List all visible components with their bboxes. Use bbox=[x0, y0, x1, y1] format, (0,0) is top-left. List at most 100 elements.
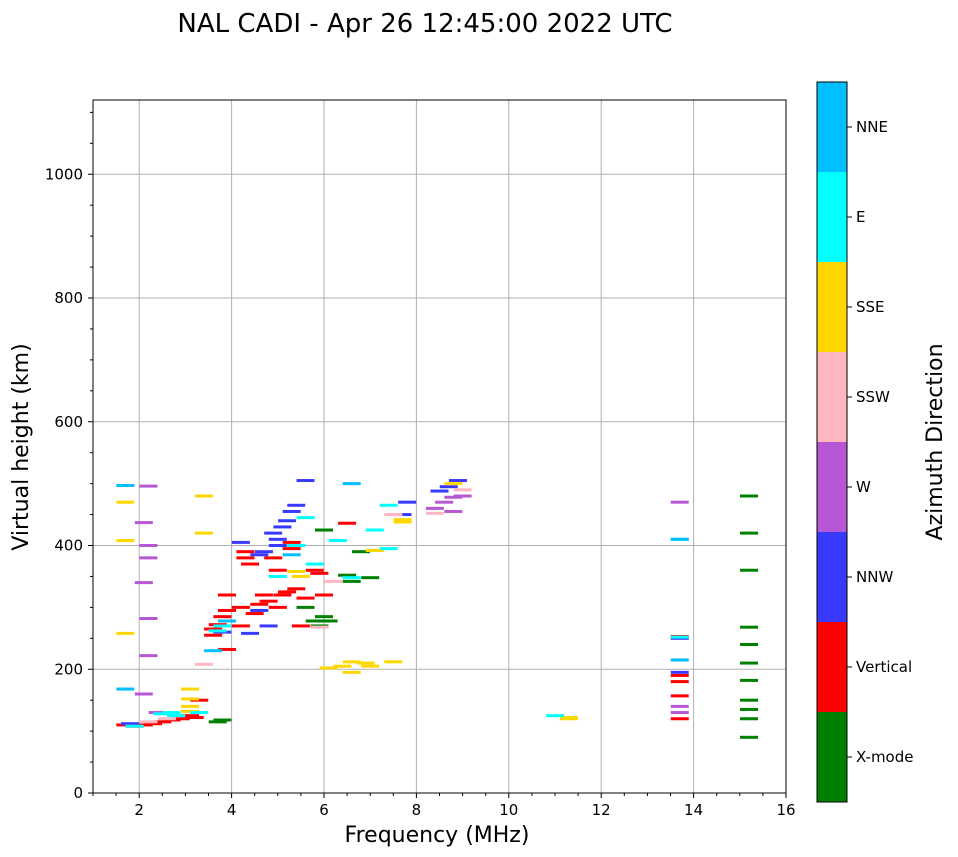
series-x-mode bbox=[208, 494, 759, 739]
data-point bbox=[740, 531, 759, 535]
data-point bbox=[217, 647, 236, 651]
data-point bbox=[157, 717, 176, 721]
y-tick-label: 800 bbox=[54, 289, 83, 307]
data-point bbox=[425, 506, 444, 510]
data-point bbox=[559, 717, 578, 721]
colorbar-label: NNE bbox=[856, 118, 888, 136]
data-point bbox=[439, 485, 458, 489]
data-point bbox=[268, 544, 287, 547]
data-point bbox=[296, 479, 315, 483]
data-point bbox=[231, 624, 250, 628]
data-point bbox=[287, 503, 306, 507]
data-point bbox=[740, 568, 759, 572]
data-point bbox=[153, 720, 172, 724]
plot-area: 2 4 6 8 10 12 14 16 0 200 400 600 800 1000 bbox=[45, 99, 796, 819]
data-point bbox=[393, 518, 412, 522]
data-point bbox=[305, 562, 324, 566]
data-point bbox=[116, 539, 135, 543]
data-point bbox=[282, 547, 301, 551]
data-point bbox=[670, 635, 689, 639]
data-point bbox=[453, 488, 472, 492]
data-point bbox=[670, 500, 689, 504]
data-point bbox=[342, 579, 361, 583]
data-point bbox=[217, 593, 236, 597]
colorbar-label: W bbox=[856, 478, 871, 496]
data-point bbox=[296, 516, 315, 520]
data-point bbox=[291, 624, 310, 628]
x-tick-label: 10 bbox=[499, 801, 518, 819]
colorbar-label: X-mode bbox=[856, 748, 913, 766]
x-tick-label: 8 bbox=[412, 801, 422, 819]
data-point bbox=[291, 574, 310, 578]
data-point bbox=[162, 711, 181, 715]
data-point bbox=[144, 722, 163, 726]
data-point bbox=[282, 540, 301, 544]
colorbar-label: Vertical bbox=[856, 658, 912, 676]
data-point bbox=[379, 547, 398, 551]
data-point bbox=[139, 484, 158, 488]
colorbar-segment bbox=[817, 442, 847, 532]
colorbar-label: E bbox=[856, 208, 865, 226]
data-point bbox=[241, 562, 260, 566]
data-point bbox=[217, 608, 236, 612]
y-tick-label: 0 bbox=[73, 784, 83, 802]
data-point bbox=[208, 720, 227, 724]
data-point bbox=[139, 544, 158, 547]
data-point bbox=[259, 599, 278, 603]
data-point bbox=[250, 608, 269, 612]
y-axis-label: Virtual height (km) bbox=[9, 343, 34, 550]
data-point bbox=[296, 596, 315, 600]
data-point bbox=[315, 528, 333, 532]
data-point bbox=[319, 666, 338, 670]
data-point bbox=[181, 697, 200, 701]
colorbar-segment bbox=[817, 532, 847, 622]
plot-background bbox=[93, 100, 786, 793]
data-point bbox=[361, 576, 380, 580]
data-point bbox=[365, 548, 384, 552]
colorbar-frame bbox=[816, 81, 848, 803]
data-point bbox=[139, 617, 158, 621]
data-point bbox=[268, 605, 287, 609]
data-point bbox=[208, 629, 227, 633]
data-point bbox=[139, 556, 158, 560]
data-point bbox=[181, 709, 200, 713]
colorbar-segment bbox=[817, 622, 847, 712]
data-point bbox=[268, 568, 287, 572]
series-e bbox=[125, 503, 689, 728]
data-point bbox=[384, 513, 403, 517]
y-tick-label: 400 bbox=[54, 537, 83, 555]
chart-title: NAL CADI - Apr 26 12:45:00 2022 UTC bbox=[177, 9, 672, 39]
data-point bbox=[134, 692, 153, 696]
data-point bbox=[379, 503, 398, 507]
data-point bbox=[444, 509, 463, 513]
y-tick-label: 200 bbox=[54, 660, 83, 678]
data-point bbox=[125, 724, 144, 728]
data-point bbox=[448, 479, 467, 483]
data-point bbox=[231, 540, 250, 544]
x-tick-label: 12 bbox=[592, 801, 611, 819]
colorbar-label: SSE bbox=[856, 298, 885, 316]
data-point bbox=[264, 556, 283, 560]
data-point bbox=[282, 509, 301, 513]
data-point bbox=[310, 571, 329, 575]
data-point bbox=[194, 662, 213, 666]
data-point bbox=[213, 718, 232, 722]
colorbar-label: NNW bbox=[856, 568, 893, 586]
data-point bbox=[254, 593, 273, 597]
x-axis-label: Frequency (MHz) bbox=[345, 823, 530, 848]
data-point bbox=[181, 714, 200, 718]
data-point bbox=[356, 661, 375, 665]
data-point bbox=[213, 624, 232, 628]
data-point bbox=[194, 531, 213, 535]
data-point bbox=[259, 624, 278, 628]
data-point bbox=[453, 494, 472, 498]
data-point bbox=[134, 521, 153, 525]
data-point bbox=[398, 500, 417, 504]
data-point bbox=[153, 712, 172, 716]
series-nne bbox=[116, 482, 689, 691]
data-point bbox=[425, 511, 444, 515]
colorbar-segment bbox=[817, 352, 847, 442]
data-point bbox=[740, 494, 759, 498]
data-point bbox=[287, 569, 306, 573]
